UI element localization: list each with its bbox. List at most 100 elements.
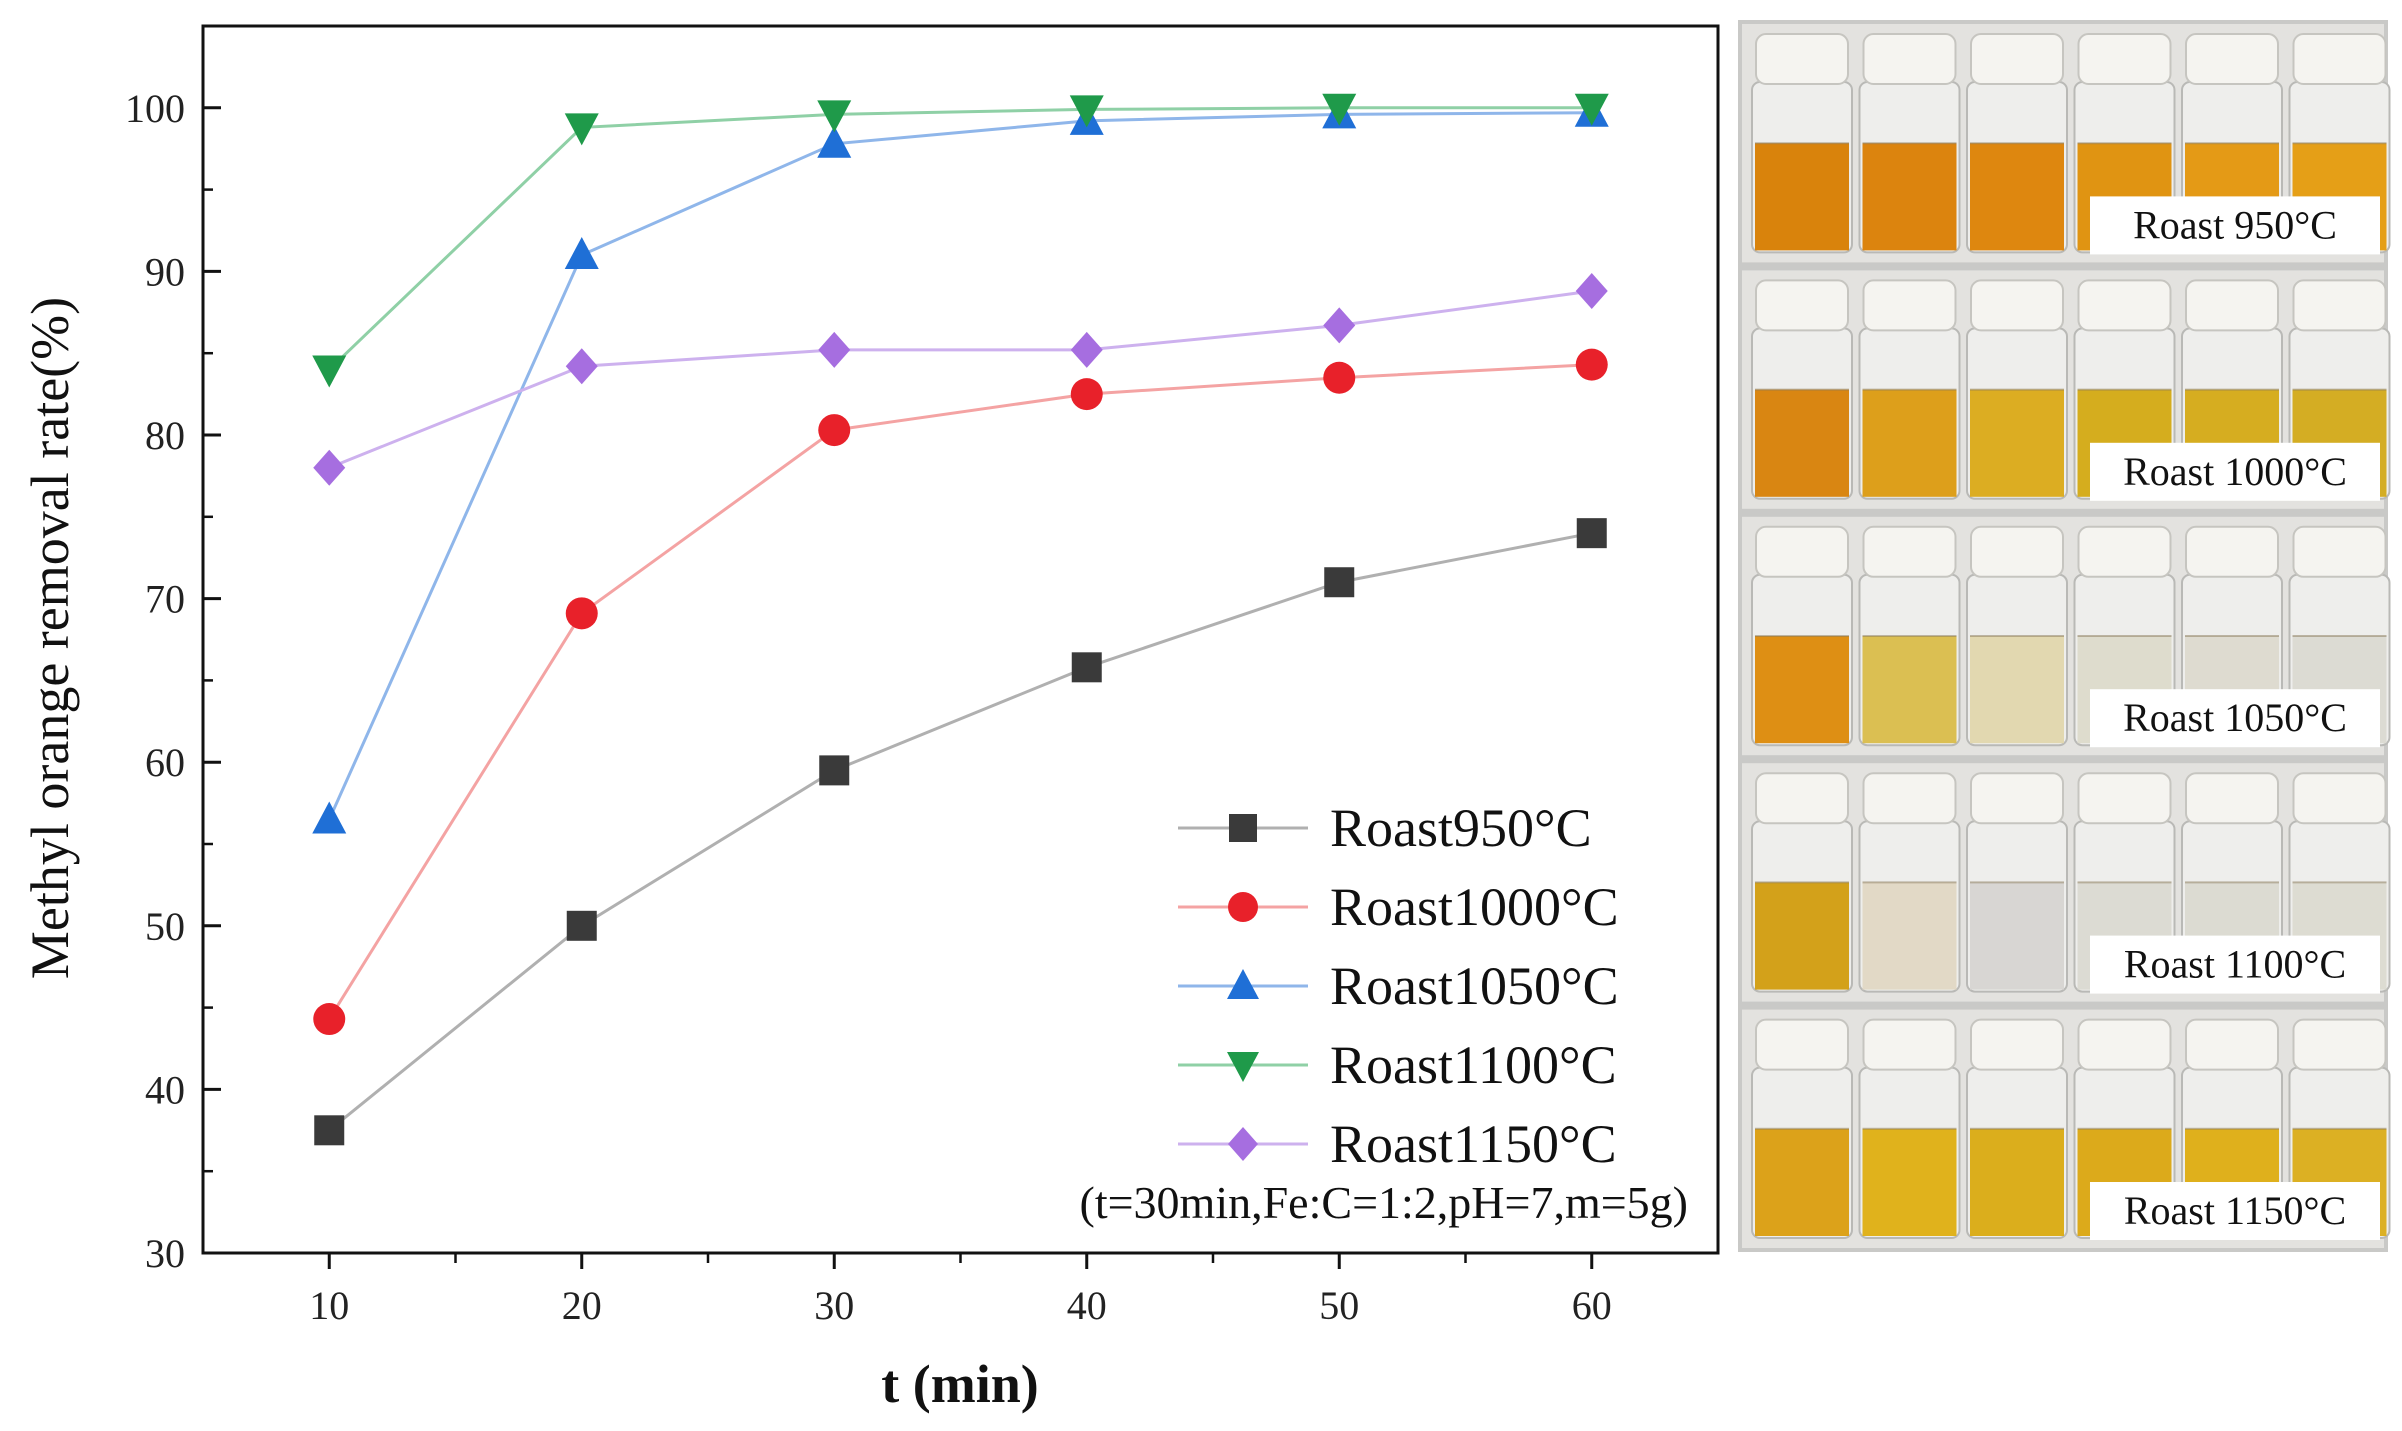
vial-cap bbox=[2079, 773, 2171, 823]
vial bbox=[1752, 527, 1852, 745]
vial-cap bbox=[1864, 280, 1956, 330]
legend-marker bbox=[1229, 814, 1257, 842]
data-point-series-1 bbox=[1576, 349, 1608, 381]
vial-cap bbox=[2186, 34, 2278, 84]
data-point-series-0 bbox=[567, 911, 597, 941]
vial-photo-panel: Roast 950°C Roast 1000°C Roast 1050°C Roast… bbox=[1738, 20, 2390, 1252]
vial-liquid bbox=[1755, 143, 1849, 250]
data-point-series-1 bbox=[566, 597, 598, 629]
x-tick-label: 50 bbox=[1319, 1283, 1359, 1328]
vial bbox=[1752, 1020, 1852, 1238]
vial-cap bbox=[2186, 1020, 2278, 1070]
vial-cap bbox=[1971, 280, 2063, 330]
vial bbox=[1752, 773, 1852, 991]
legend-marker bbox=[1228, 892, 1258, 922]
data-point-series-0 bbox=[1324, 567, 1354, 597]
vial bbox=[1967, 34, 2067, 252]
photo-label: Roast 1100°C bbox=[2124, 942, 2346, 987]
photo-label: Roast 1000°C bbox=[2123, 449, 2347, 494]
vial-cap bbox=[2294, 773, 2386, 823]
vial-cap bbox=[2079, 1020, 2171, 1070]
y-tick-label: 60 bbox=[145, 740, 185, 785]
vial-cap bbox=[2079, 527, 2171, 577]
photo-row: Roast 1150°C bbox=[1742, 1010, 2390, 1248]
vial-liquid bbox=[1863, 143, 1957, 250]
photo-label: Roast 950°C bbox=[2133, 202, 2337, 247]
x-axis-title: t (min) bbox=[881, 1354, 1038, 1414]
data-point-series-0 bbox=[1577, 518, 1607, 548]
photo-label: Roast 1150°C bbox=[2124, 1188, 2346, 1233]
vial-liquid bbox=[1755, 1129, 1849, 1236]
vial-cap bbox=[2186, 527, 2278, 577]
data-point-series-1 bbox=[1071, 378, 1103, 410]
vial-liquid bbox=[1970, 143, 2064, 250]
vial-liquid bbox=[1755, 636, 1849, 743]
data-point-series-1 bbox=[818, 414, 850, 446]
vial bbox=[1752, 34, 1852, 252]
vial-cap bbox=[1864, 527, 1956, 577]
x-tick-label: 40 bbox=[1067, 1283, 1107, 1328]
data-point-series-0 bbox=[819, 755, 849, 785]
y-tick-label: 40 bbox=[145, 1067, 185, 1112]
data-point-series-1 bbox=[313, 1003, 345, 1035]
vial-liquid bbox=[1755, 390, 1849, 497]
vial-cap bbox=[1971, 1020, 2063, 1070]
condition-annotation: (t=30min,Fe:C=1:2,pH=7,m=5g) bbox=[1080, 1177, 1689, 1228]
vial-liquid bbox=[1970, 636, 2064, 743]
y-tick-label: 50 bbox=[145, 904, 185, 949]
photo-row: Roast 1100°C bbox=[1742, 763, 2390, 1001]
line-chart: 30 40 50 60 70 80 90 100 10 20 30 40 50 60 Methyl or… bbox=[20, 26, 1718, 1414]
vial bbox=[1967, 527, 2067, 745]
vial-cap bbox=[1864, 34, 1956, 84]
x-tick-label: 60 bbox=[1572, 1283, 1612, 1328]
legend-label: Roast1100°C bbox=[1330, 1035, 1617, 1095]
vial-liquid bbox=[1863, 1129, 1957, 1236]
vial-cap bbox=[1756, 1020, 1848, 1070]
vial-cap bbox=[1971, 773, 2063, 823]
vial-cap bbox=[2294, 1020, 2386, 1070]
vial-cap bbox=[1864, 1020, 1956, 1070]
vial-cap bbox=[2186, 280, 2278, 330]
vial bbox=[1860, 34, 1960, 252]
vial-liquid bbox=[1863, 636, 1957, 743]
photo-label: Roast 1050°C bbox=[2123, 695, 2347, 740]
vial bbox=[1967, 280, 2067, 498]
vial bbox=[1860, 1020, 1960, 1238]
vial bbox=[1752, 280, 1852, 498]
vial-liquid bbox=[1970, 882, 2064, 989]
photo-row: Roast 1000°C bbox=[1742, 270, 2390, 508]
vial bbox=[1860, 773, 1960, 991]
vial bbox=[1860, 527, 1960, 745]
vial-cap bbox=[2186, 773, 2278, 823]
x-axis: 10 20 30 40 50 60 bbox=[309, 1253, 1612, 1328]
vial-cap bbox=[1756, 773, 1848, 823]
vial-cap bbox=[1971, 34, 2063, 84]
data-point-series-0 bbox=[314, 1115, 344, 1145]
vial-cap bbox=[2294, 527, 2386, 577]
vial bbox=[1860, 280, 1960, 498]
photo-row: Roast 950°C bbox=[1742, 24, 2390, 262]
vial-liquid bbox=[1863, 390, 1957, 497]
figure: 30405060708090100 10 20 30 40 50 60 Methyl or… bbox=[0, 0, 2402, 1431]
x-tick-label: 20 bbox=[562, 1283, 602, 1328]
vial-cap bbox=[1756, 280, 1848, 330]
legend-label: Roast1050°C bbox=[1330, 956, 1619, 1016]
y-tick-label: 80 bbox=[145, 413, 185, 458]
vial-cap bbox=[2079, 280, 2171, 330]
vial-cap bbox=[1756, 527, 1848, 577]
vial-cap bbox=[2294, 280, 2386, 330]
data-point-series-1 bbox=[1323, 362, 1355, 394]
x-tick-label: 10 bbox=[309, 1283, 349, 1328]
y-axis-title: Methyl orange removal rate(%) bbox=[20, 297, 80, 979]
vial bbox=[1967, 1020, 2067, 1238]
vial-cap bbox=[2079, 34, 2171, 84]
y-tick-label: 30 bbox=[145, 1231, 185, 1276]
y-tick-label: 100 bbox=[125, 86, 185, 131]
vial-cap bbox=[1864, 773, 1956, 823]
vial-liquid bbox=[1970, 390, 2064, 497]
data-point-series-0 bbox=[1072, 652, 1102, 682]
y-tick-label: 90 bbox=[145, 249, 185, 294]
vial-liquid bbox=[1863, 882, 1957, 989]
legend-label: Roast1000°C bbox=[1330, 877, 1619, 937]
vial bbox=[1967, 773, 2067, 991]
